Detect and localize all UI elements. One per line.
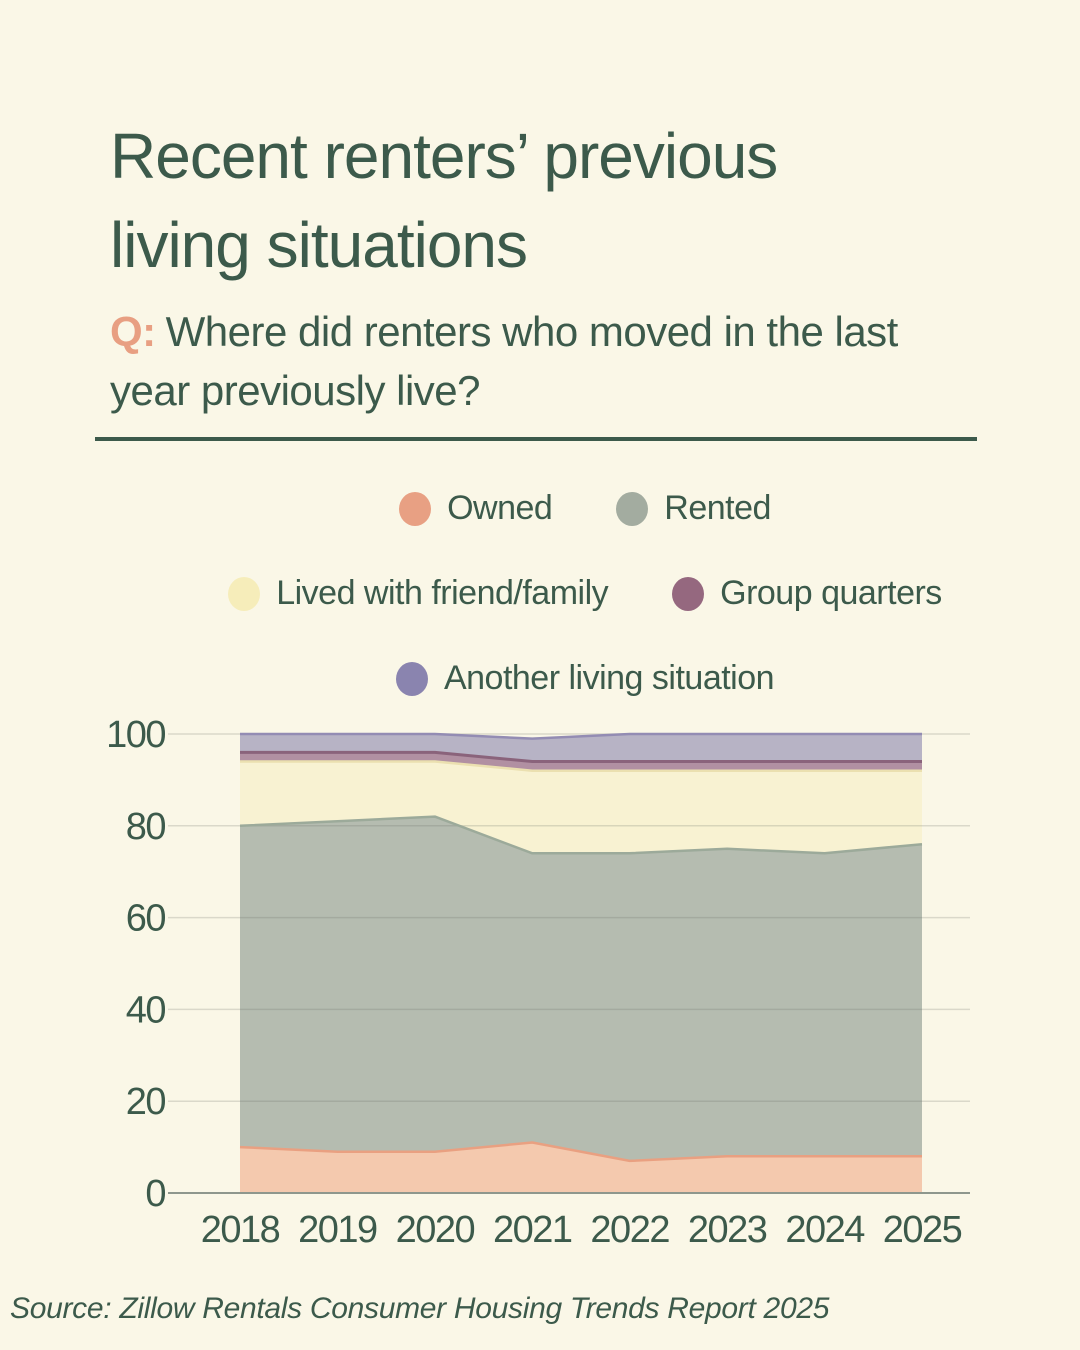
legend-label: Group quarters [720,574,942,612]
page-title: Recent renters’ previous living situation… [110,112,778,290]
area-lived-with-friend-family [240,761,922,854]
y-tick-label-40: 40 [126,989,166,1031]
y-tick-label-80: 80 [126,806,166,848]
x-tick-label-2022: 2022 [590,1209,669,1251]
y-tick-label-0: 0 [145,1173,165,1215]
boundary-another-living-situation [240,732,922,740]
chart-legend: Owned Rented Lived with friend/family Group… [90,489,1080,698]
legend-dot-icon [616,491,649,526]
area-another-living-situation [240,734,922,762]
legend-dot-icon [395,661,428,696]
x-tick-label-2020: 2020 [396,1209,475,1251]
legend-dot-icon [399,491,432,526]
area-owned [240,1142,922,1193]
boundary-lived-with-friend-family [240,760,922,772]
question-prefix: Q: [110,308,156,355]
source-note: Source: Zillow Rentals Consumer Housing … [10,1292,830,1325]
x-tick-label-2019: 2019 [298,1209,377,1251]
page-title-line1: Recent renters’ previous [110,120,778,192]
legend-item-rented: Rented [616,489,771,528]
question-line1: Where did renters who moved in the last [165,308,899,355]
x-tick-label-2024: 2024 [785,1209,865,1251]
legend-label: Owned [447,489,553,527]
legend-item-lived-with-friend-family: Lived with friend/family [228,574,609,613]
x-tick-label-2023: 2023 [688,1209,767,1251]
legend-label: Lived with friend/family [276,574,609,612]
legend-item-another-living-situation: Another living situation [395,659,775,698]
y-tick-label-100: 100 [106,714,165,756]
x-tick-label-2018: 2018 [201,1209,280,1251]
y-tick-label-60: 60 [126,898,166,940]
x-tick-label-2021: 2021 [493,1209,572,1251]
area-rented [240,816,922,1161]
stacked-area-chart-svg: 0 20 40 60 80 100 2018 2019 2020 2021 2022 2023 2024… [106,714,970,1251]
legend-dot-icon [228,576,261,611]
boundary-rented [239,815,923,855]
legend-label: Another living situation [443,659,775,697]
boundary-group-quarters [240,750,922,763]
divider-rule [95,437,977,441]
legend-row: Owned Rented [90,489,1080,528]
legend-dot-icon [672,576,705,611]
question: Q: Where did renters who moved in the las… [110,302,990,420]
question-line2: year previously live? [110,367,481,414]
legend-item-group-quarters: Group quarters [672,574,942,613]
legend-row: Another living situation [90,659,1080,698]
chart-area: 0 20 40 60 80 100 2018 2019 2020 2021 2022 2023 2024… [0,690,1080,1270]
y-tick-label-20: 20 [126,1081,166,1123]
page-title-line2: living situations [110,209,528,281]
legend-item-owned: Owned [399,489,553,528]
legend-label: Rented [664,489,771,527]
legend-row: Lived with friend/family Group quarters [90,574,1080,613]
x-tick-label-2025: 2025 [883,1209,962,1251]
boundary-owned [239,1141,922,1163]
